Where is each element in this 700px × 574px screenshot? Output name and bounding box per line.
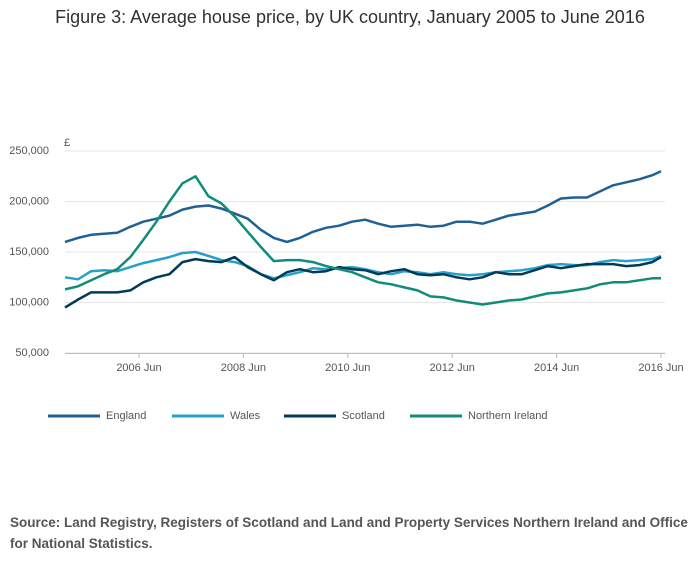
- y-axis-label: £: [64, 137, 70, 149]
- legend-label: Wales: [230, 410, 261, 422]
- x-tick-label: 2010 Jun: [325, 362, 370, 374]
- x-tick-label: 2006 Jun: [116, 362, 161, 374]
- y-tick-label: 50,000: [15, 347, 49, 359]
- y-tick-label: 250,000: [9, 145, 49, 157]
- x-tick-label: 2008 Jun: [221, 362, 266, 374]
- y-tick-label: 100,000: [9, 296, 49, 308]
- legend-label: Scotland: [342, 410, 385, 422]
- series-line: [64, 175, 661, 306]
- series-line: [64, 255, 662, 309]
- legend-label: England: [106, 410, 146, 422]
- series-line: [64, 170, 662, 244]
- x-tick-label: 2016 Jun: [638, 362, 683, 374]
- source-note: Source: Land Registry, Registers of Scot…: [10, 515, 688, 551]
- chart: Figure 3: Average house price, by UK cou…: [9, 7, 683, 422]
- chart-title: Figure 3: Average house price, by UK cou…: [55, 7, 645, 27]
- x-tick-label: 2012 Jun: [430, 362, 475, 374]
- legend-label: Northern Ireland: [468, 410, 548, 422]
- y-tick-label: 200,000: [9, 195, 49, 207]
- x-tick-label: 2014 Jun: [534, 362, 579, 374]
- y-tick-label: 150,000: [9, 246, 49, 258]
